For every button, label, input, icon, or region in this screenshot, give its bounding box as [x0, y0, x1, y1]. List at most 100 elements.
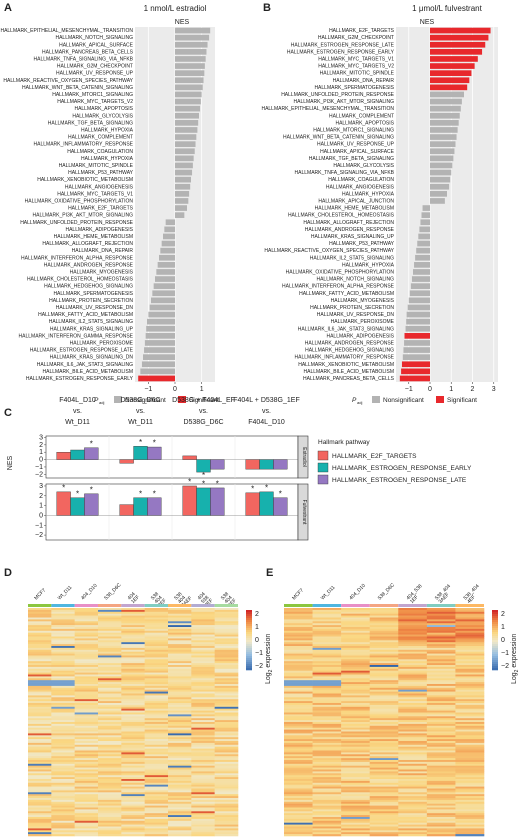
heatmap-cell — [98, 777, 122, 780]
heatmap-cell — [51, 779, 75, 782]
heatmap-cell — [455, 647, 485, 651]
heatmap-cell — [168, 661, 192, 664]
nes-bar — [175, 212, 185, 218]
legend-swatch-pathway — [317, 474, 329, 485]
legend-label-pathway: HALLMARK_ESTROGEN_RESPONSE_LATE — [332, 477, 467, 484]
pathway-label: HALLMARK_FATTY_ACID_METABOLISM — [299, 291, 394, 297]
column-label-line: 404_D10 — [348, 583, 367, 602]
heatmap-cell — [369, 609, 399, 613]
heatmap-cell — [398, 682, 428, 685]
pathway-bar — [56, 452, 71, 460]
heatmap-cell — [455, 668, 485, 671]
heatmap-cell — [312, 834, 342, 837]
heatmap-cell — [455, 771, 485, 774]
column-label-line: 404 — [197, 591, 207, 601]
heatmap-cell — [398, 723, 428, 727]
heatmap-cell — [168, 754, 192, 757]
heatmap-cell — [214, 782, 239, 785]
heatmap-cell — [284, 722, 313, 725]
heatmap-cell — [312, 710, 342, 713]
heatmap-cell — [98, 695, 122, 698]
heatmap-cell — [369, 769, 399, 772]
heatmap-cell — [284, 672, 313, 675]
panel-a-title: 1 nmol/L estradiol — [144, 4, 207, 13]
heatmap-cell — [191, 725, 215, 728]
heatmap-cell — [341, 687, 371, 690]
heatmap-cell — [191, 777, 215, 780]
heatmap-cell — [426, 627, 456, 630]
heatmap-cell — [284, 742, 313, 746]
colorbar-segment — [246, 624, 252, 627]
pathway-label: HALLMARK_PI3K_AKT_MTOR_SIGNALING — [294, 99, 395, 105]
heatmap-cell — [191, 657, 215, 660]
heatmap-cell — [51, 727, 75, 730]
pathway-label: HALLMARK_REACTIVE_OXYGEN_SPECIES_PATHWAY — [264, 248, 394, 254]
heatmap-cell — [121, 695, 145, 698]
heatmap-cell — [369, 663, 399, 666]
heatmap-cell — [455, 653, 485, 656]
heatmap-cell — [121, 834, 145, 837]
comparison-label: D538G_D6C — [120, 397, 160, 404]
heatmap-cell — [98, 651, 122, 654]
heatmap-cell — [284, 790, 313, 793]
heatmap-cell — [51, 611, 75, 614]
heatmap-cell — [398, 718, 428, 721]
heatmap-cell — [426, 623, 456, 626]
heatmap-cell — [398, 672, 428, 675]
heatmap-cell — [398, 659, 428, 662]
heatmap-cell — [214, 830, 239, 833]
heatmap-cell — [191, 754, 215, 757]
heatmap-cell — [426, 722, 456, 725]
heatmap-cell — [284, 615, 313, 618]
heatmap-cell — [121, 820, 145, 823]
pathway-label: HALLMARK_HYPOXIA — [81, 128, 134, 134]
heatmap-cell — [191, 617, 215, 620]
heatmap-cell — [121, 716, 145, 719]
heatmap-cell — [168, 697, 192, 700]
heatmap-cell — [28, 809, 52, 812]
nes-bar — [143, 354, 175, 360]
pathway-bar — [182, 455, 197, 460]
heatmap-cell — [341, 767, 371, 770]
heatmap-cell — [144, 813, 169, 816]
heatmap-cell — [168, 611, 192, 614]
heatmap-cell — [284, 653, 313, 656]
heatmap-cell — [144, 809, 169, 812]
heatmap-cell — [341, 822, 371, 825]
pathway-label: HALLMARK_ESTROGEN_RESPONSE_LATE — [30, 348, 134, 354]
heatmap-cell — [398, 676, 428, 679]
heatmap-cell — [284, 647, 313, 651]
heatmap-cell — [144, 630, 169, 633]
heatmap-cell — [168, 792, 192, 795]
nes-bar — [175, 91, 202, 98]
heatmap-cell — [455, 706, 485, 709]
heatmap-cell — [426, 727, 456, 730]
heatmap-cell — [28, 813, 52, 816]
heatmap-cell — [312, 672, 342, 675]
heatmap-cell — [98, 611, 122, 614]
heatmap-cell — [312, 625, 342, 628]
nes-bar — [156, 269, 175, 275]
nes-bar — [151, 297, 175, 304]
pathway-label: HALLMARK_WNT_BETA_CATENIN_SIGNALING — [283, 135, 394, 141]
colorbar-segment — [492, 646, 498, 649]
nes-bar — [149, 304, 175, 311]
heatmap-cell — [51, 741, 75, 744]
heatmap-cell — [121, 674, 145, 677]
heatmap-cell — [426, 621, 456, 624]
heatmap-cell — [398, 712, 428, 715]
heatmap-cell — [168, 704, 192, 708]
heatmap-cell — [426, 779, 456, 782]
heatmap-cell — [312, 666, 342, 670]
heatmap-cell — [144, 782, 169, 785]
heatmap-cell — [426, 647, 456, 651]
heatmap-cell — [168, 710, 192, 713]
legend-swatch-significant — [436, 396, 444, 403]
heatmap-cell — [168, 651, 192, 654]
heatmap-cell — [455, 777, 485, 780]
x-tick-label: 2 — [471, 386, 475, 393]
heatmap-cell — [51, 761, 75, 765]
heatmap-cell — [369, 655, 399, 658]
heatmap-cell — [74, 782, 99, 785]
heatmap-cell — [168, 680, 192, 683]
